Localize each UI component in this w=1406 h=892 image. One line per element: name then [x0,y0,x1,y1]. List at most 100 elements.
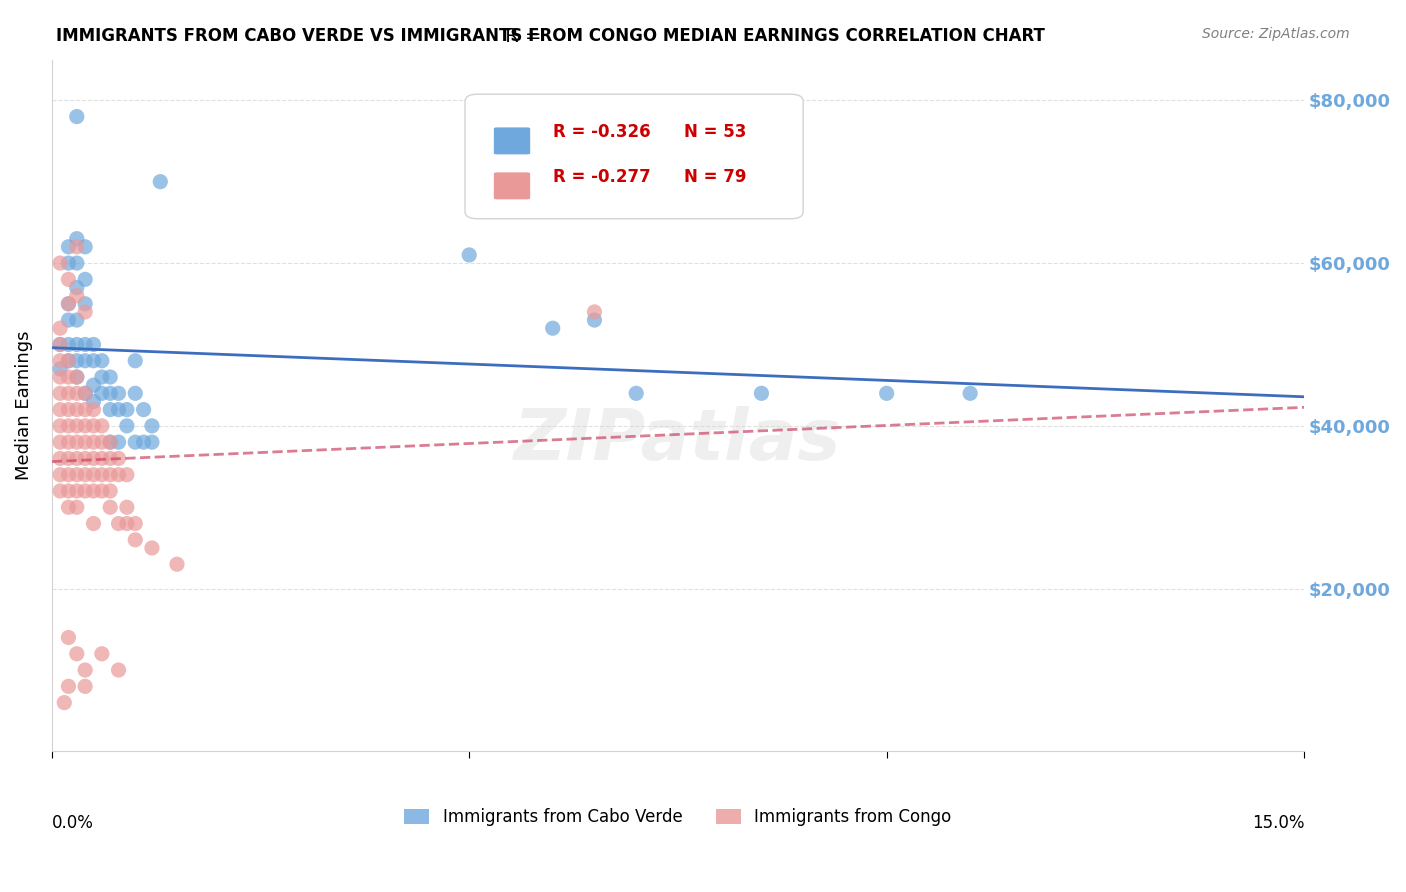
Point [82,353,104,368]
Point [66,288,89,302]
Point [49,337,72,351]
Text: 15.0%: 15.0% [1251,814,1305,831]
Point [66,370,89,384]
Point [141,541,163,555]
FancyBboxPatch shape [494,172,530,199]
Point [58,500,80,515]
Point [66,467,89,482]
Point [624,386,647,401]
Point [58,679,80,693]
Point [58,451,80,466]
Point [49,402,72,417]
Point [82,467,104,482]
Point [107,663,129,677]
Point [98,500,121,515]
Point [49,451,72,466]
Point [49,256,72,270]
Point [90,483,112,498]
Point [66,110,89,124]
Point [49,353,72,368]
Point [959,386,981,401]
Point [82,337,104,351]
Text: ZIPatlas: ZIPatlas [515,406,842,475]
Point [90,353,112,368]
Point [82,418,104,433]
Point [107,516,129,531]
Point [82,402,104,417]
Legend: Immigrants from Cabo Verde, Immigrants from Congo: Immigrants from Cabo Verde, Immigrants f… [398,802,957,833]
Point [49,386,72,401]
Point [115,516,138,531]
Point [66,402,89,417]
Point [58,435,80,450]
Point [115,467,138,482]
Point [58,370,80,384]
Point [75,272,97,286]
Point [583,305,606,319]
Point [82,516,104,531]
Point [98,402,121,417]
Point [107,435,129,450]
Point [115,418,138,433]
Point [98,435,121,450]
Point [107,467,129,482]
Point [49,362,72,376]
Point [58,297,80,311]
Point [124,533,146,547]
Point [58,240,80,254]
Point [132,435,155,450]
Point [58,297,80,311]
Point [58,353,80,368]
Point [58,467,80,482]
Point [90,386,112,401]
Point [82,483,104,498]
Point [75,418,97,433]
Point [149,175,172,189]
Point [82,394,104,409]
Point [66,435,89,450]
Text: N = 79: N = 79 [685,169,747,186]
Point [141,418,163,433]
Point [132,402,155,417]
Point [75,386,97,401]
Point [115,402,138,417]
Point [58,631,80,645]
Point [124,386,146,401]
Point [49,483,72,498]
Point [49,370,72,384]
Point [876,386,898,401]
Text: IMMIGRANTS FROM CABO VERDE VS IMMIGRANTS FROM CONGO MEDIAN EARNINGS CORRELATION : IMMIGRANTS FROM CABO VERDE VS IMMIGRANTS… [56,27,1045,45]
Point [58,386,80,401]
Point [75,386,97,401]
Point [124,353,146,368]
Point [66,313,89,327]
Point [66,483,89,498]
Point [82,378,104,392]
Point [90,647,112,661]
Point [66,240,89,254]
Point [98,435,121,450]
Point [58,272,80,286]
Point [75,663,97,677]
Point [75,353,97,368]
Point [58,337,80,351]
Point [75,297,97,311]
Point [66,500,89,515]
Point [58,402,80,417]
Point [58,483,80,498]
Point [98,451,121,466]
Point [66,280,89,294]
Point [66,386,89,401]
Point [49,467,72,482]
Point [141,435,163,450]
Point [66,370,89,384]
Point [541,321,564,335]
Point [98,370,121,384]
Point [75,483,97,498]
Point [58,418,80,433]
Point [66,232,89,246]
Point [66,451,89,466]
Point [107,402,129,417]
Point [66,353,89,368]
Point [58,353,80,368]
